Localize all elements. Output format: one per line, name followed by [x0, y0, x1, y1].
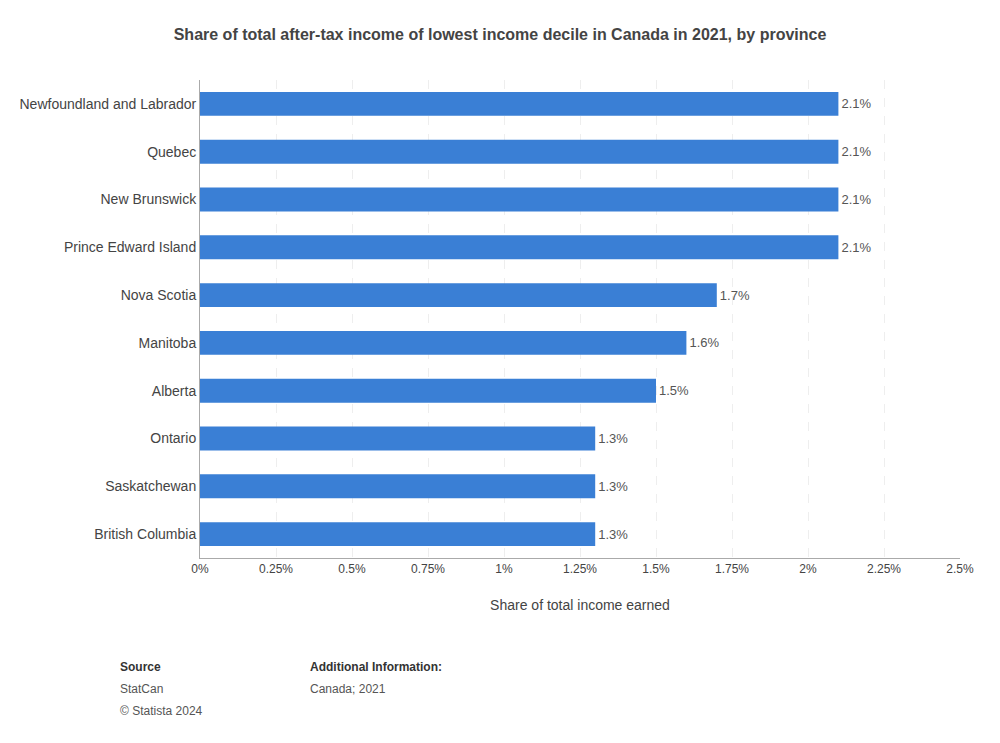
svg-text:Canada; 2021: Canada; 2021 [310, 682, 386, 696]
svg-text:0%: 0% [191, 562, 209, 576]
svg-text:2%: 2% [799, 562, 817, 576]
svg-text:2.1%: 2.1% [841, 192, 871, 207]
svg-text:StatCan: StatCan [120, 682, 163, 696]
svg-text:2.1%: 2.1% [841, 240, 871, 255]
svg-text:Alberta: Alberta [152, 383, 197, 399]
svg-text:British Columbia: British Columbia [94, 526, 196, 542]
svg-text:Additional Information:: Additional Information: [310, 660, 442, 674]
svg-text:1.5%: 1.5% [642, 562, 670, 576]
svg-text:1.5%: 1.5% [659, 383, 689, 398]
svg-text:Nova Scotia: Nova Scotia [121, 287, 197, 303]
svg-text:1.7%: 1.7% [720, 288, 750, 303]
svg-text:Newfoundland and Labrador: Newfoundland and Labrador [19, 96, 196, 112]
svg-text:2.5%: 2.5% [946, 562, 974, 576]
svg-text:0.75%: 0.75% [411, 562, 445, 576]
svg-text:Ontario: Ontario [150, 430, 196, 446]
svg-text:New Brunswick: New Brunswick [100, 191, 197, 207]
svg-text:Share of total income earned: Share of total income earned [490, 597, 670, 613]
svg-text:1.75%: 1.75% [715, 562, 749, 576]
svg-text:Source: Source [120, 660, 161, 674]
svg-text:Quebec: Quebec [147, 144, 196, 160]
svg-text:2.25%: 2.25% [867, 562, 901, 576]
svg-text:Manitoba: Manitoba [139, 335, 197, 351]
svg-text:Saskatchewan: Saskatchewan [105, 478, 196, 494]
svg-text:Share of total after-tax incom: Share of total after-tax income of lowes… [174, 26, 827, 43]
svg-text:1.3%: 1.3% [598, 527, 628, 542]
svg-text:1.3%: 1.3% [598, 431, 628, 446]
svg-text:2.1%: 2.1% [841, 144, 871, 159]
svg-text:2.1%: 2.1% [841, 96, 871, 111]
svg-text:1.6%: 1.6% [689, 335, 719, 350]
svg-text:1.25%: 1.25% [563, 562, 597, 576]
svg-text:0.25%: 0.25% [259, 562, 293, 576]
svg-text:0.5%: 0.5% [338, 562, 366, 576]
svg-text:1.3%: 1.3% [598, 479, 628, 494]
svg-text:Prince Edward Island: Prince Edward Island [64, 239, 196, 255]
svg-text:1%: 1% [495, 562, 513, 576]
svg-text:© Statista 2024: © Statista 2024 [120, 704, 203, 718]
